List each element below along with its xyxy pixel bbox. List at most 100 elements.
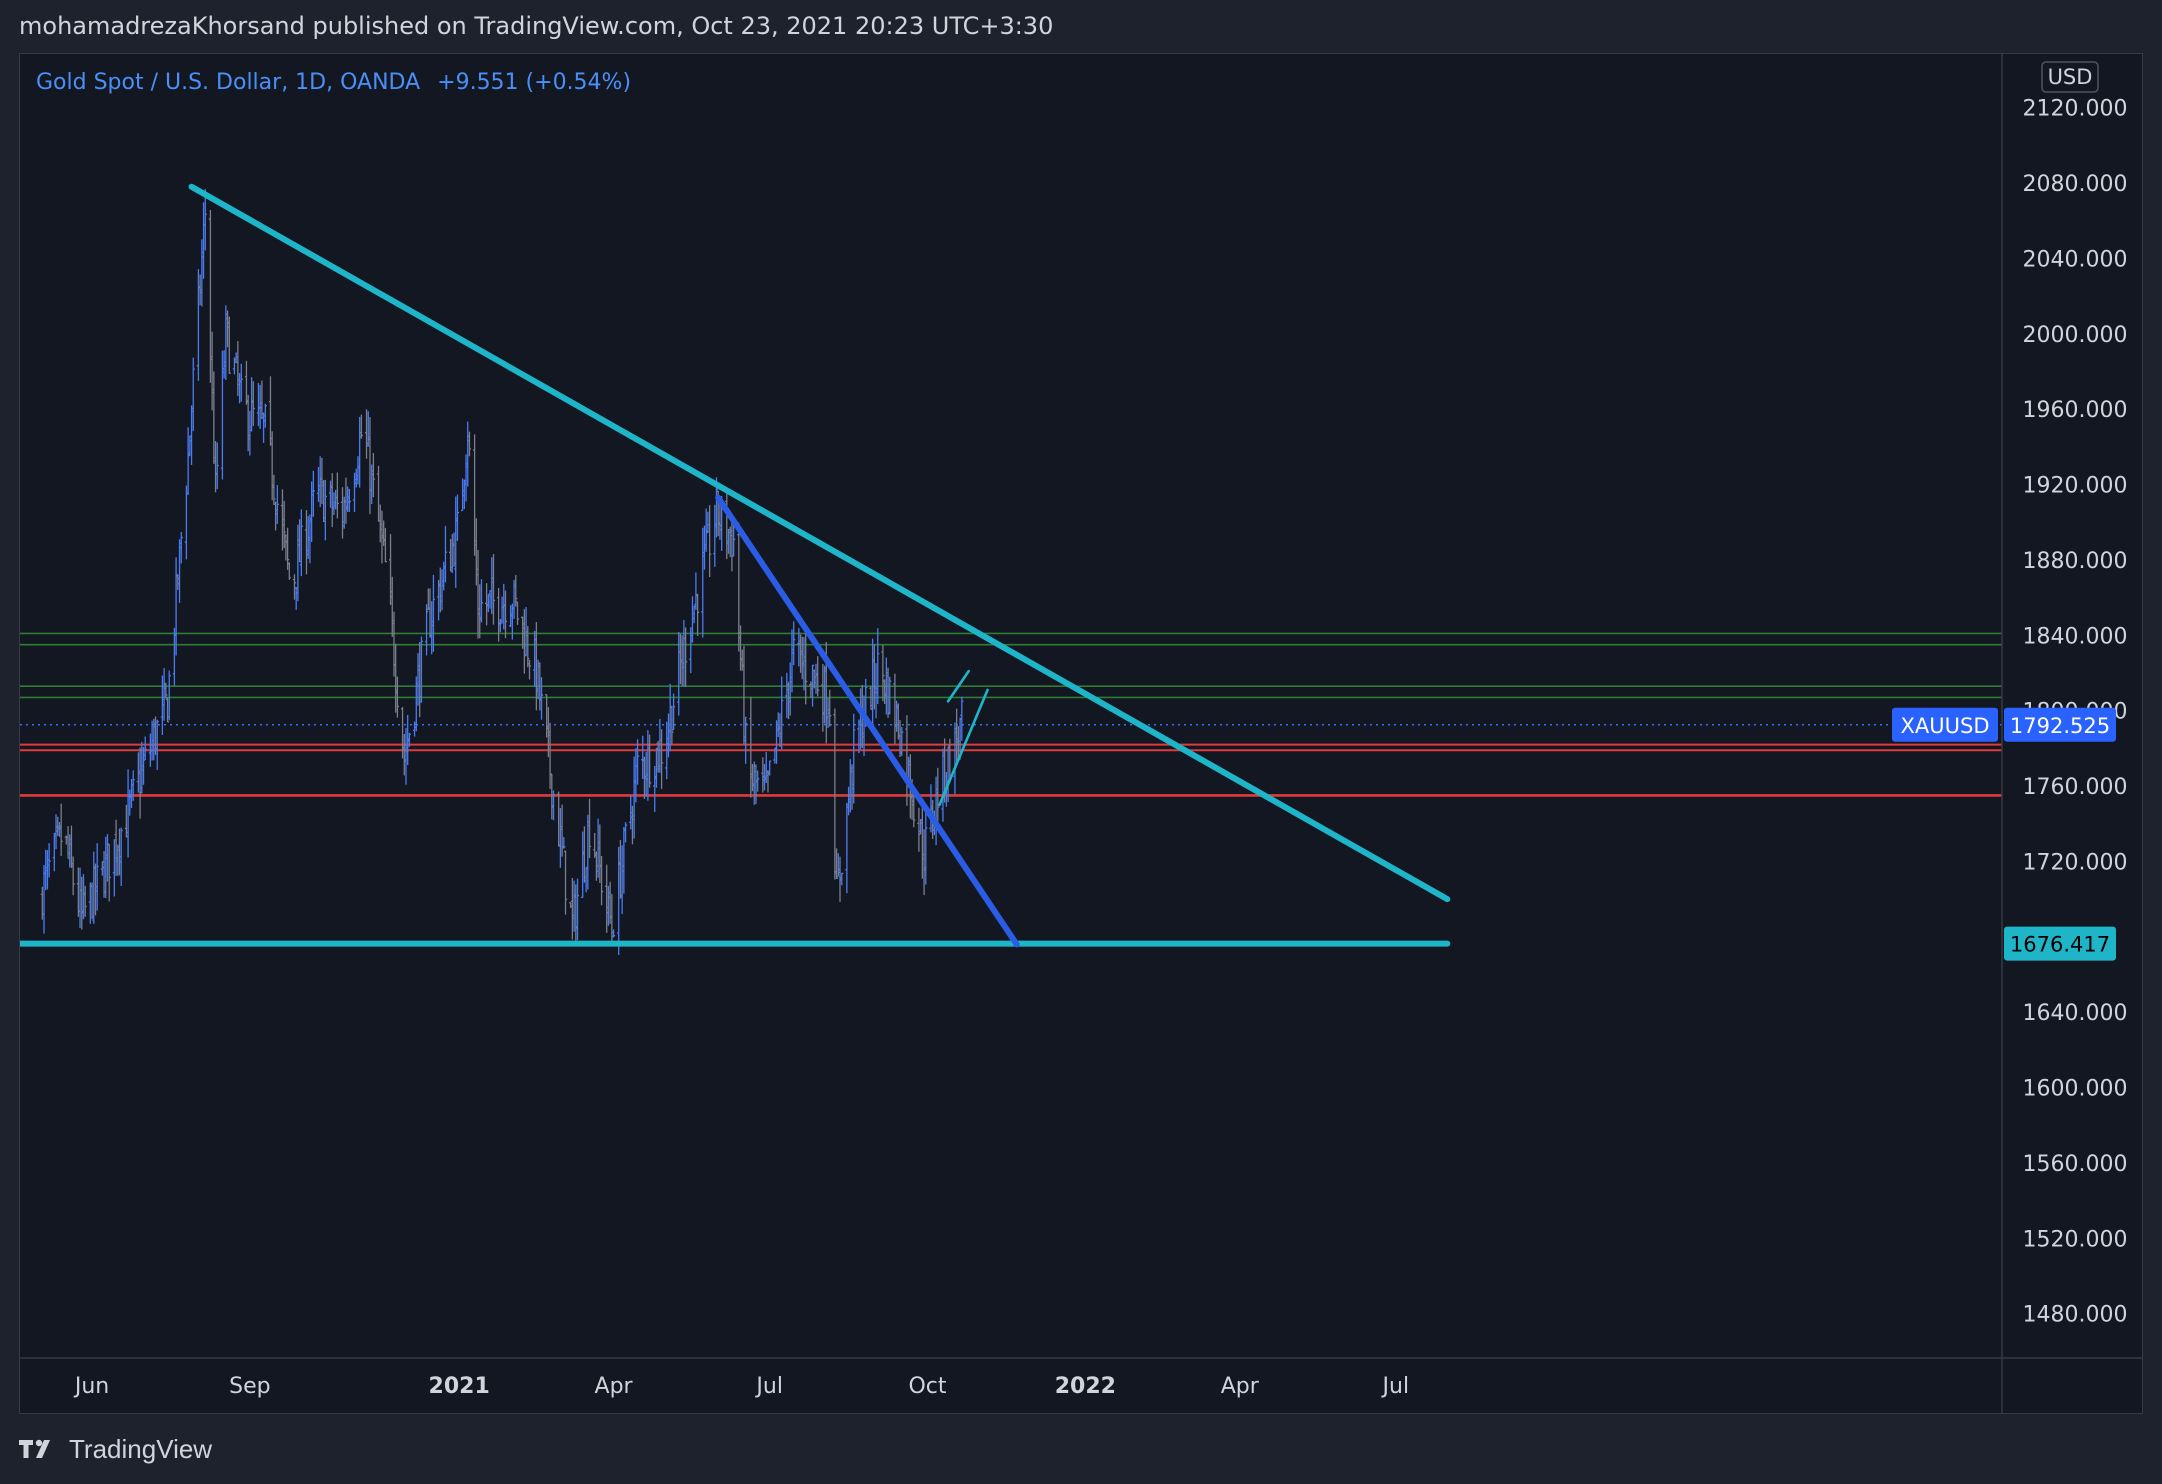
- ohlc-bar: [917, 807, 921, 852]
- descending-resistance-trendline[interactable]: [188, 183, 1451, 903]
- ohlc-bar: [71, 856, 75, 896]
- ohlc-bar: [804, 632, 808, 705]
- ohlc-bar: [203, 189, 207, 251]
- ohlc-bar: [282, 500, 286, 549]
- xauusd-price-label[interactable]: XAUUSD 1792.525: [1892, 707, 2116, 742]
- x-tick-label: Apr: [595, 1374, 634, 1399]
- ohlc-bar: [840, 872, 844, 886]
- ohlc-bar: [670, 705, 674, 745]
- y-tick-label: 1760.000: [2023, 775, 2128, 800]
- ohlc-bar: [780, 676, 784, 750]
- ohlc-bar: [551, 790, 556, 821]
- ohlc-bar: [165, 697, 170, 723]
- x-tick-label: Jun: [73, 1374, 109, 1399]
- ohlc-bar: [455, 494, 460, 541]
- ohlc-bar: [95, 843, 99, 911]
- ohlc-bar: [526, 625, 530, 668]
- ohlc-bar: [292, 574, 297, 600]
- ohlc-bar: [768, 760, 772, 776]
- ohlc-bar: [732, 524, 736, 557]
- ohlc-bar: [684, 627, 688, 687]
- ohlc-bar: [107, 843, 111, 902]
- ohlc-bar: [562, 837, 566, 849]
- y-tick-label: 2000.000: [2023, 323, 2128, 348]
- ohlc-bar: [419, 636, 424, 703]
- ohlc-bar: [275, 485, 279, 524]
- y-tick-label: 2120.000: [2023, 97, 2128, 122]
- x-tick-label: 2022: [1055, 1374, 1116, 1399]
- ohlc-bar: [83, 885, 87, 917]
- ohlc-bar: [756, 770, 760, 792]
- x-tick-label: Sep: [229, 1374, 270, 1399]
- ohlc-bar: [936, 767, 940, 831]
- ohlc-bar: [263, 403, 267, 428]
- ohlc-bar: [563, 850, 568, 915]
- y-tick-label: 2040.000: [2023, 247, 2128, 272]
- ohlc-bar: [179, 531, 183, 564]
- ohlc-bar: [479, 579, 484, 623]
- ohlc-bar: [131, 770, 135, 801]
- y-tick-label: 1920.000: [2023, 474, 2128, 499]
- chart-frame[interactable]: USD 2120.000 2080.000 2040.000 2000.000 1960.…: [19, 53, 2143, 1414]
- ohlc-bar: [143, 736, 147, 760]
- ohlc-bar: [623, 822, 628, 843]
- ohlc-bar: [575, 878, 580, 941]
- y-tick-label: 1880.000: [2023, 549, 2128, 574]
- ohlc-bar: [407, 732, 412, 747]
- ohlc-bar: [527, 659, 532, 680]
- ohlc-bar: [659, 729, 664, 789]
- tradingview-brand[interactable]: TradingView: [19, 1432, 212, 1466]
- y-tick-label: 1560.000: [2023, 1152, 2128, 1177]
- ohlc-bar: [164, 682, 168, 699]
- ohlc-bar: [587, 798, 592, 859]
- ohlc-bar: [215, 442, 219, 490]
- x-tick-label: Jul: [1381, 1374, 1410, 1399]
- ohlc-bar: [672, 693, 676, 731]
- ohlc-bar: [852, 713, 856, 804]
- ohlc-bar: [335, 472, 339, 519]
- ohlc-bar: [239, 363, 243, 402]
- y-tick-label: 1720.000: [2023, 850, 2128, 875]
- ohlc-bar: [876, 628, 880, 705]
- x-tick-label: Oct: [908, 1374, 946, 1399]
- ohlc-bar: [834, 848, 839, 879]
- x-tick-label: Jul: [754, 1374, 783, 1399]
- ohlc-bar: [424, 604, 429, 656]
- price-change: +9.551 (+0.54%): [437, 70, 632, 95]
- support-price-value: 1676.417: [2010, 933, 2110, 957]
- ohlc-bar: [443, 525, 448, 583]
- symbol-description: Gold Spot / U.S. Dollar, 1D, OANDA: [36, 70, 421, 95]
- ohlc-bar: [299, 509, 303, 577]
- ohlc-bar: [708, 505, 712, 578]
- ohlc-bar: [431, 574, 436, 652]
- y-tick-label: 1640.000: [2023, 1001, 2128, 1026]
- ohlc-bar: [514, 575, 518, 607]
- currency-badge[interactable]: [2041, 61, 2099, 93]
- currency-label: USD: [2048, 65, 2093, 89]
- ohlc-bar: [191, 357, 195, 432]
- ohlc-bar: [810, 664, 815, 707]
- x-tick-label: Apr: [1221, 1374, 1260, 1399]
- ohlc-bar: [251, 381, 255, 426]
- y-tick-label: 2080.000: [2023, 172, 2128, 197]
- brand-name: TradingView: [69, 1433, 213, 1464]
- last-price-value: 1792.525: [2010, 714, 2110, 738]
- ohlc-bar: [286, 527, 290, 570]
- chart-legend: Gold Spot / U.S. Dollar, 1D, OANDA +9.55…: [36, 70, 631, 95]
- ohlc-bar: [347, 488, 351, 512]
- steep-downtrend-trendline[interactable]: [715, 494, 1020, 948]
- ohlc-bar: [881, 645, 885, 702]
- y-tick-label: 1960.000: [2023, 398, 2128, 423]
- ohlc-bar: [119, 827, 123, 886]
- ohlc-bar: [599, 856, 604, 906]
- channel-lower-trendline[interactable]: [938, 688, 989, 807]
- ohlc-bar: [323, 479, 327, 541]
- ohlc-bar: [611, 929, 616, 938]
- ohlc-bar: [272, 474, 276, 505]
- tradingview-logo-icon: [19, 1439, 50, 1458]
- channel-upper-trendline[interactable]: [946, 669, 970, 703]
- price-chart[interactable]: USD 2120.000 2080.000 2040.000 2000.000 1960.…: [20, 54, 2142, 1413]
- ohlc-bar: [515, 601, 520, 625]
- support-price-label[interactable]: 1676.417: [2004, 926, 2116, 961]
- ohlc-bar: [371, 453, 375, 498]
